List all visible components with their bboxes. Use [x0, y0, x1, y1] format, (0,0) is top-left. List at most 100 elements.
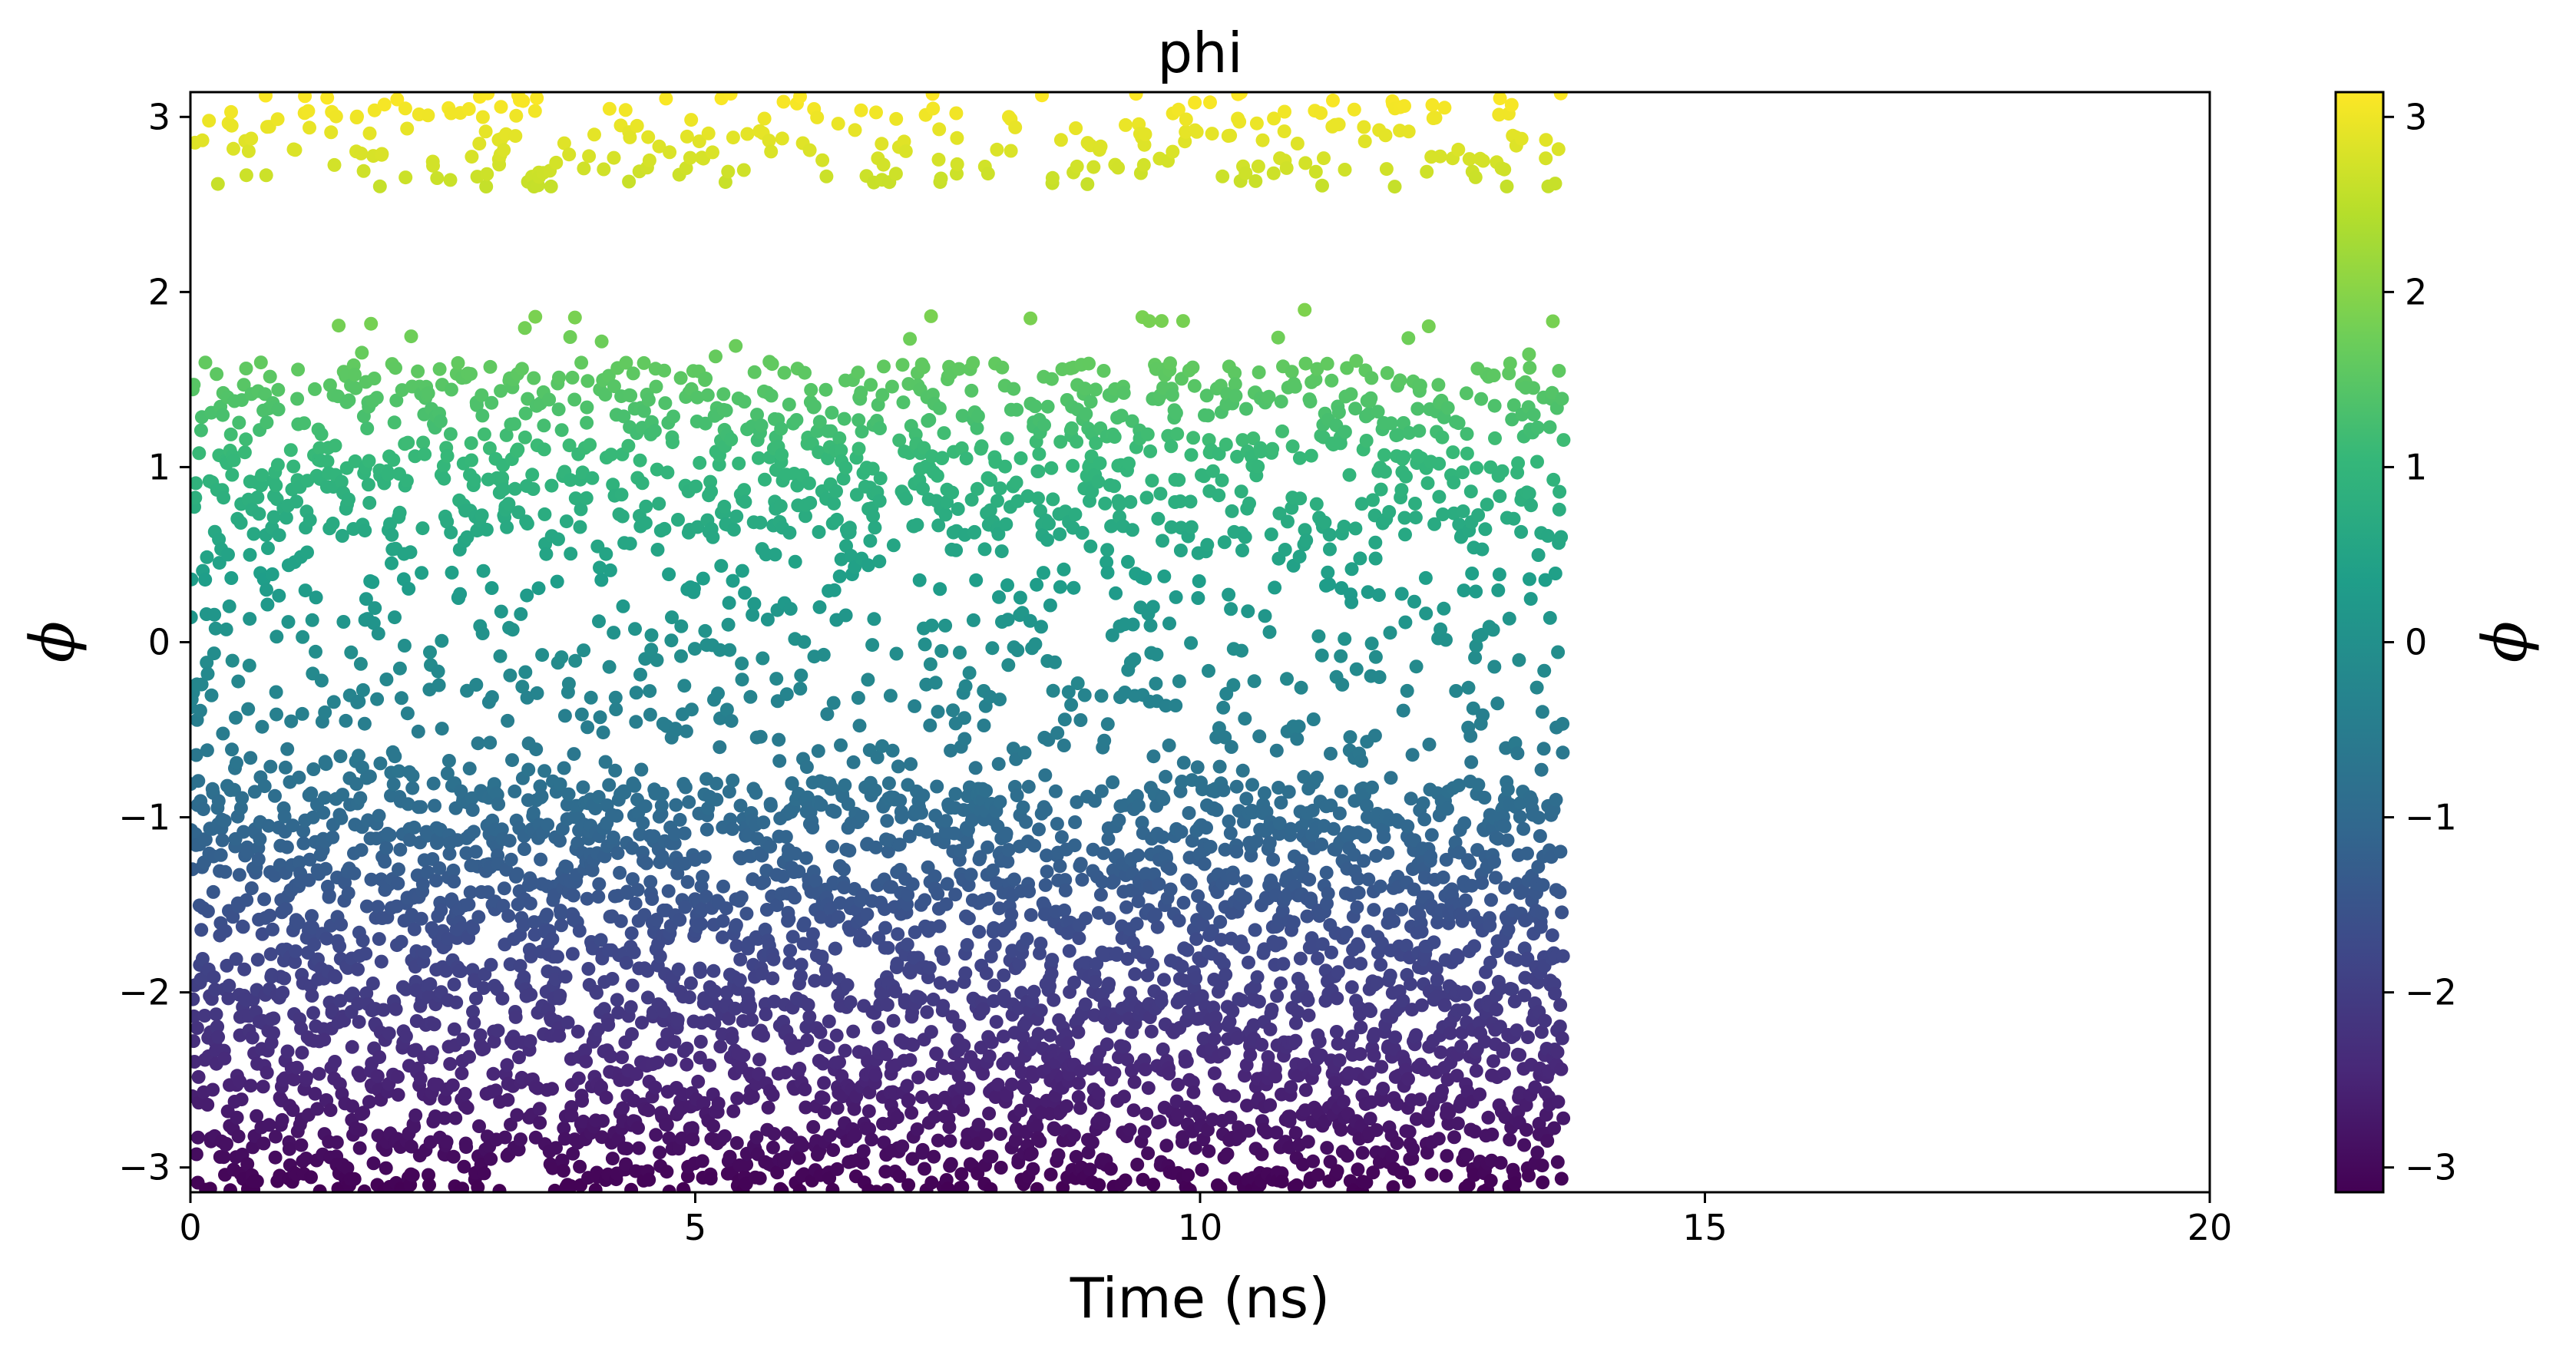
data-point — [484, 395, 499, 410]
data-point — [362, 1095, 376, 1109]
data-point — [626, 366, 640, 381]
data-point — [435, 722, 449, 736]
data-point — [265, 567, 279, 581]
data-point — [445, 565, 459, 580]
data-point — [1368, 535, 1383, 550]
data-point — [1091, 474, 1106, 489]
data-point — [1162, 1066, 1176, 1081]
data-point — [1236, 940, 1251, 955]
data-point — [891, 927, 905, 941]
data-point — [471, 910, 486, 924]
data-point — [211, 1029, 226, 1044]
data-point — [757, 874, 772, 889]
data-point — [1311, 951, 1325, 966]
data-point — [207, 970, 221, 984]
data-point — [385, 527, 399, 542]
data-point — [1372, 670, 1387, 684]
data-point — [466, 921, 481, 936]
data-point — [1176, 755, 1191, 770]
data-point — [1321, 565, 1335, 580]
data-point — [252, 507, 266, 521]
data-point — [1123, 494, 1138, 509]
data-point — [1128, 967, 1143, 981]
data-point — [763, 798, 778, 813]
data-point — [1417, 1063, 1432, 1077]
data-point — [657, 521, 672, 536]
data-point — [924, 1175, 939, 1190]
data-point — [650, 462, 664, 477]
data-point — [865, 638, 880, 653]
data-point — [514, 362, 529, 376]
data-point — [1394, 483, 1409, 497]
data-point — [1401, 124, 1416, 139]
data-point — [1400, 819, 1415, 834]
data-point — [1070, 676, 1085, 690]
data-point — [782, 525, 797, 540]
data-point — [366, 616, 381, 630]
data-point — [937, 426, 951, 441]
data-point — [1451, 142, 1466, 157]
data-point — [389, 1002, 403, 1016]
data-point — [1032, 447, 1047, 461]
data-point — [1243, 1048, 1258, 1063]
data-point — [832, 910, 845, 924]
data-point — [1097, 733, 1112, 748]
data-point — [670, 1013, 685, 1027]
data-point — [190, 378, 201, 392]
data-point — [716, 914, 730, 928]
data-point — [547, 1183, 562, 1192]
data-point — [1371, 588, 1386, 603]
data-point — [1344, 980, 1359, 994]
data-point — [1050, 725, 1065, 740]
data-point — [838, 778, 852, 792]
data-point — [1220, 1147, 1235, 1162]
data-point — [1030, 1119, 1044, 1134]
data-point — [1222, 814, 1236, 828]
data-point — [468, 844, 483, 859]
data-point — [961, 878, 976, 892]
data-point — [943, 1134, 957, 1148]
data-point — [215, 833, 230, 848]
data-point — [1293, 951, 1308, 966]
data-point — [778, 1066, 792, 1079]
data-point — [587, 127, 601, 142]
data-point — [1238, 712, 1252, 726]
data-point — [583, 438, 597, 452]
data-point — [1112, 497, 1126, 511]
data-point — [1431, 1132, 1446, 1146]
data-point — [717, 499, 732, 514]
data-point — [817, 1105, 832, 1119]
data-point — [557, 136, 571, 150]
data-point — [352, 1141, 367, 1155]
data-point — [624, 1182, 639, 1192]
data-point — [1370, 976, 1384, 990]
data-point — [1199, 821, 1213, 835]
data-point — [799, 851, 813, 865]
data-point — [497, 881, 511, 896]
data-point — [633, 667, 647, 682]
data-point — [233, 801, 248, 815]
data-point — [931, 705, 945, 719]
data-point — [1289, 1178, 1304, 1192]
data-point — [526, 482, 541, 496]
data-point — [683, 150, 697, 165]
data-point — [722, 785, 736, 799]
data-point — [378, 854, 392, 869]
data-point — [1385, 1149, 1400, 1164]
data-point — [270, 630, 284, 644]
data-point — [407, 1119, 422, 1134]
data-point — [562, 438, 577, 453]
data-point — [1364, 371, 1379, 385]
data-point — [1159, 769, 1172, 784]
data-point — [1224, 740, 1238, 754]
data-point — [682, 795, 696, 809]
data-point — [447, 1022, 461, 1036]
data-point — [1001, 658, 1016, 673]
data-point — [1146, 600, 1160, 614]
data-point — [1143, 444, 1158, 458]
data-point — [1216, 700, 1231, 715]
data-point — [464, 436, 478, 451]
data-point — [1427, 935, 1441, 950]
data-point — [1222, 587, 1236, 602]
data-point — [990, 1077, 1005, 1092]
